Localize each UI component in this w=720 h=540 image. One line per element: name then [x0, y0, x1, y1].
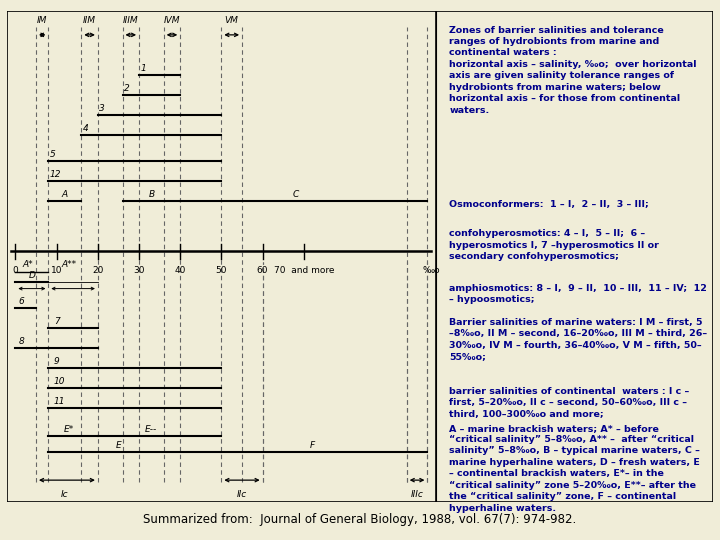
Text: A – marine brackish waters; A* – before
“critical salinity” 5–8‰o, A** –  after : A – marine brackish waters; A* – before … — [449, 423, 701, 512]
Text: 40: 40 — [174, 266, 186, 274]
Text: confohyperosmotics: 4 – I,  5 – II;  6 –
hyperosmotics I, 7 –hyperosmotics II or: confohyperosmotics: 4 – I, 5 – II; 6 – h… — [449, 230, 660, 261]
Text: F: F — [310, 441, 315, 450]
Text: B: B — [148, 190, 154, 199]
Text: 9: 9 — [54, 357, 60, 366]
Text: 2: 2 — [124, 84, 130, 93]
Text: 12: 12 — [50, 170, 61, 179]
Text: IVM: IVM — [163, 16, 180, 25]
Text: 30: 30 — [133, 266, 145, 274]
Text: IIIM: IIIM — [123, 16, 138, 25]
Text: D: D — [29, 271, 36, 280]
Text: 5: 5 — [50, 150, 55, 159]
Text: A: A — [62, 190, 68, 199]
Text: E: E — [115, 441, 121, 450]
Text: Summarized from:  Journal of General Biology, 1988, vol. 67(7): 974-982.: Summarized from: Journal of General Biol… — [143, 514, 577, 526]
Text: ‰o: ‰o — [423, 266, 441, 274]
Text: barrier salinities of continental  waters : I c –
first, 5–20‰o, II c – second, : barrier salinities of continental waters… — [449, 387, 690, 418]
Text: Ic: Ic — [61, 490, 68, 499]
Text: Zones of barrier salinities and tolerance
ranges of hydrobionts from marine and
: Zones of barrier salinities and toleranc… — [449, 25, 697, 114]
Text: IIc: IIc — [237, 490, 247, 499]
Text: E--: E-- — [145, 425, 158, 434]
Text: 4: 4 — [83, 124, 89, 133]
Text: 11: 11 — [54, 397, 66, 406]
Text: 10: 10 — [54, 377, 66, 386]
Text: A*: A* — [22, 260, 33, 268]
Text: A**: A** — [61, 260, 76, 268]
Text: IIIc: IIIc — [410, 490, 423, 499]
Text: 1: 1 — [140, 64, 146, 73]
Text: IIM: IIM — [83, 16, 96, 25]
Text: 0: 0 — [12, 266, 18, 274]
Text: 3: 3 — [99, 104, 105, 113]
Text: 10: 10 — [51, 266, 63, 274]
Text: 7: 7 — [54, 316, 60, 326]
Text: 8: 8 — [19, 337, 24, 346]
Text: 60: 60 — [257, 266, 269, 274]
Text: Osmoconformers:  1 – I,  2 – II,  3 – III;: Osmoconformers: 1 – I, 2 – II, 3 – III; — [449, 200, 649, 209]
Text: amphiosmotics: 8 – I,  9 – II,  10 – III,  11 – IV;  12
– hypoosmotics;: amphiosmotics: 8 – I, 9 – II, 10 – III, … — [449, 284, 707, 304]
Text: E*: E* — [64, 425, 74, 434]
Text: 20: 20 — [92, 266, 104, 274]
Text: 6: 6 — [19, 296, 24, 306]
Text: 50: 50 — [216, 266, 227, 274]
Text: IM: IM — [37, 16, 48, 25]
Text: C: C — [292, 190, 299, 199]
Text: Barrier salinities of marine waters: I M – first, 5
–8‰o, II M – second, 16–20‰o: Barrier salinities of marine waters: I M… — [449, 318, 708, 361]
Text: 70  and more: 70 and more — [274, 266, 334, 274]
Text: VM: VM — [225, 16, 238, 25]
